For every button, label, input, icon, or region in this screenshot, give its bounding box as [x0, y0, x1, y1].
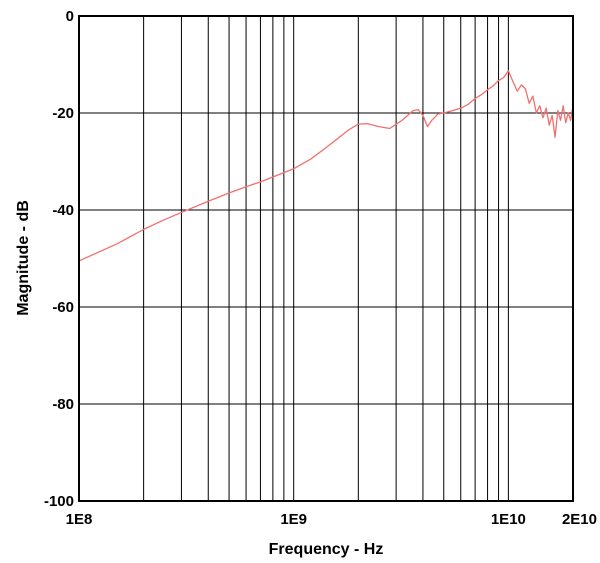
x-tick-label: 1E10 [491, 511, 526, 528]
x-tick-label: 1E9 [280, 511, 307, 528]
series-layer [78, 70, 574, 262]
y-tick-label: -40 [52, 202, 74, 219]
x-axis-title: Frequency - Hz [269, 541, 384, 558]
y-tick-label: -100 [44, 493, 74, 510]
plot-frame [78, 15, 574, 502]
x-tick-label: 2E10 [562, 511, 597, 528]
y-tick-label: -60 [52, 299, 74, 316]
y-tick-label: -80 [52, 396, 74, 413]
y-tick-label: -20 [52, 105, 74, 122]
series-line [78, 70, 574, 262]
x-tick-label: 1E8 [66, 511, 93, 528]
y-axis-title: Magnitude - dB [15, 200, 32, 316]
plot-background [79, 16, 573, 501]
y-tick-label: 0 [66, 8, 74, 25]
